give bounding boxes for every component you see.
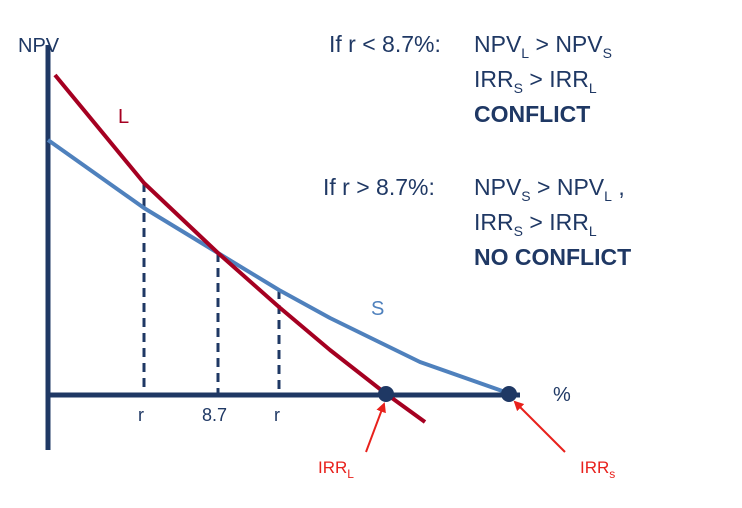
x-axis-label: % xyxy=(553,384,571,406)
irr-s-point xyxy=(501,386,517,402)
irr-l-point xyxy=(378,386,394,402)
npv-curve-l xyxy=(53,73,427,424)
npv-curve-s xyxy=(46,138,509,395)
curve-label-l: L xyxy=(118,106,129,128)
condition-1-line-1: NPVL > NPVS xyxy=(474,31,612,61)
x-tick-left-r: r xyxy=(138,405,144,425)
irr-l-arrow xyxy=(365,402,386,453)
condition-2-verdict: NO CONFLICT xyxy=(474,244,631,270)
condition-1-lead: If r < 8.7%: xyxy=(329,31,441,57)
condition-2-line-1: NPVS > NPVL , xyxy=(474,174,625,204)
condition-2-lead: If r > 8.7%: xyxy=(323,174,435,200)
y-axis-label: NPV xyxy=(18,35,60,57)
irr-s-arrow xyxy=(513,400,566,453)
condition-2-line-2: IRRS > IRRL xyxy=(474,209,597,239)
condition-1-verdict: CONFLICT xyxy=(474,101,590,127)
x-tick-crossover: 8.7 xyxy=(202,405,227,425)
irr-l-label: IRRL xyxy=(318,458,354,481)
curve-label-s: S xyxy=(371,298,384,320)
irr-s-label: IRRs xyxy=(580,458,615,481)
x-tick-right-r: r xyxy=(274,405,280,425)
condition-1-line-2: IRRS > IRRL xyxy=(474,66,597,96)
